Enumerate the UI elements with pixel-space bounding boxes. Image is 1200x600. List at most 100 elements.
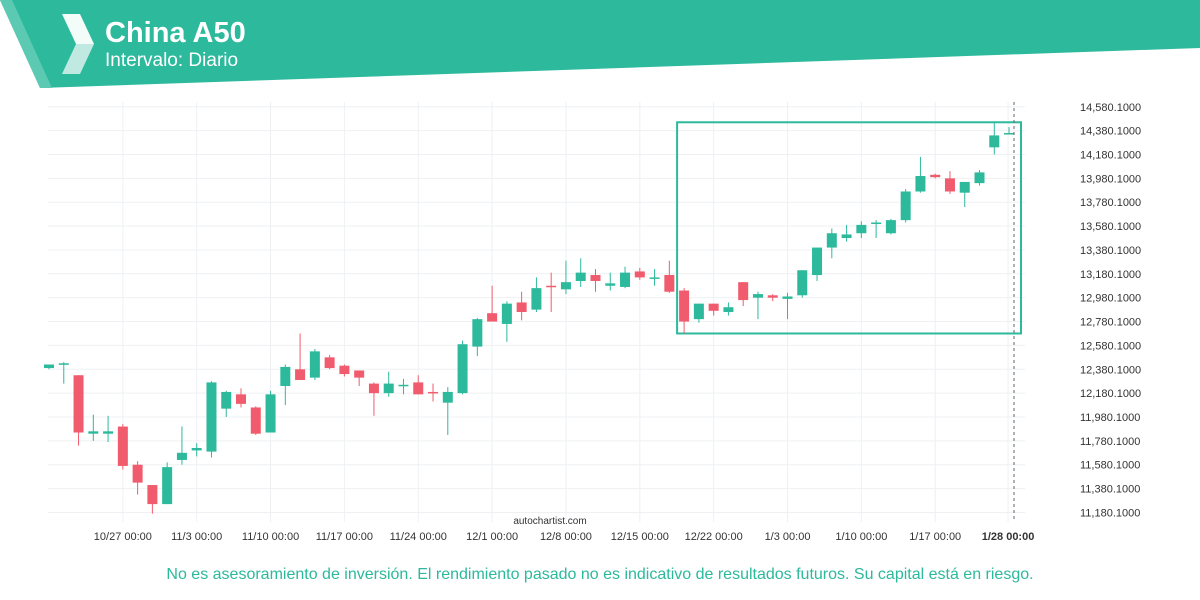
candle	[885, 218, 896, 235]
y-tick-label: 13,980.1000	[1080, 173, 1141, 185]
candle-body	[250, 407, 261, 434]
candle	[368, 382, 379, 416]
candle	[974, 170, 985, 186]
candle	[280, 364, 291, 406]
candle-body	[605, 283, 616, 286]
candle	[664, 260, 675, 293]
candle-body	[930, 174, 941, 178]
candle-body	[280, 366, 291, 386]
candle	[959, 181, 970, 207]
candle-body	[738, 282, 749, 301]
candle-body	[826, 233, 837, 248]
y-tick-label: 12,380.1000	[1080, 364, 1141, 376]
candle	[176, 426, 187, 465]
candle-body	[428, 391, 439, 394]
y-tick-label: 13,780.1000	[1080, 197, 1141, 209]
candle	[295, 333, 306, 381]
candle-body	[368, 383, 379, 394]
x-tick-label: 11/24 00:00	[390, 531, 447, 543]
candle-body	[354, 370, 365, 378]
y-axis: 14,580.1000 14,380.1000 14,180.1000 13,980.…	[1080, 102, 1141, 520]
header-banner	[0, 0, 1200, 88]
candle-body	[162, 467, 173, 505]
banner-background	[0, 0, 1200, 88]
candle-body	[959, 181, 970, 193]
y-tick-label: 13,180.1000	[1080, 269, 1141, 281]
candle-body	[812, 247, 823, 276]
candle	[693, 303, 704, 323]
candle-body	[989, 135, 1000, 148]
x-tick-label: 12/8 00:00	[540, 531, 592, 543]
x-tick-label: 1/10 00:00	[835, 531, 887, 543]
candle	[930, 173, 941, 179]
x-tick-label: 11/3 00:00	[171, 531, 222, 543]
candle-body	[339, 365, 350, 375]
candle	[531, 277, 542, 312]
candle-body	[841, 234, 852, 239]
candle-body	[58, 363, 69, 365]
candle	[236, 388, 247, 408]
candle	[117, 424, 128, 470]
x-tick-label: 11/17 00:00	[316, 531, 373, 543]
candle	[649, 269, 660, 286]
y-tick-label: 12,980.1000	[1080, 293, 1141, 305]
candle	[221, 390, 232, 417]
x-tick-label: 12/22 00:00	[685, 531, 743, 543]
candle-body	[265, 394, 276, 433]
candle	[487, 285, 498, 322]
candle	[812, 247, 823, 281]
candle-body	[442, 391, 453, 403]
candle-body	[664, 275, 675, 292]
candle	[162, 462, 173, 505]
disclaimer: No es asesoramiento de inversión. El ren…	[166, 566, 1034, 583]
candle	[472, 317, 483, 357]
candle-body	[324, 357, 335, 369]
candle	[58, 362, 69, 384]
candle	[44, 364, 54, 370]
pattern-box	[676, 121, 1022, 335]
candle-body	[885, 220, 896, 234]
candle-body	[221, 391, 232, 409]
candle	[752, 291, 763, 320]
candle	[250, 406, 261, 435]
y-tick-label: 12,580.1000	[1080, 340, 1141, 352]
candle-body	[383, 383, 394, 394]
candle	[944, 171, 955, 194]
candle	[708, 303, 719, 316]
x-tick-label: 12/1 00:00	[466, 531, 518, 543]
candle-body	[708, 303, 719, 311]
candle	[398, 378, 409, 395]
candles	[44, 122, 1015, 514]
candle	[679, 288, 690, 334]
candle-body	[487, 313, 498, 322]
candle-body	[516, 302, 527, 312]
candle	[989, 122, 1000, 155]
y-tick-label: 11,180.1000	[1080, 507, 1140, 519]
candle	[826, 228, 837, 259]
candle	[797, 270, 808, 298]
candle-body	[620, 272, 631, 287]
candle-body	[634, 271, 645, 278]
candle	[634, 267, 645, 280]
chart-title: China A50	[105, 17, 246, 49]
candle-body	[856, 224, 867, 234]
candle-body	[546, 285, 557, 288]
banner-light-strip	[0, 0, 52, 88]
candle	[723, 302, 734, 316]
candle-body	[944, 178, 955, 192]
candle-body	[309, 351, 320, 378]
candle	[738, 282, 749, 307]
candle	[428, 383, 439, 402]
candle-body	[501, 303, 512, 324]
candle-body	[915, 175, 926, 192]
candle	[147, 485, 158, 514]
candle-body	[693, 303, 704, 320]
candle	[782, 292, 793, 320]
candle-body	[974, 172, 985, 184]
x-tick-label: 1/3 00:00	[765, 531, 811, 543]
candle	[620, 266, 631, 289]
candle-body	[132, 464, 143, 483]
candle-body	[1004, 133, 1015, 135]
candle-body	[679, 290, 690, 322]
candle	[546, 272, 557, 312]
